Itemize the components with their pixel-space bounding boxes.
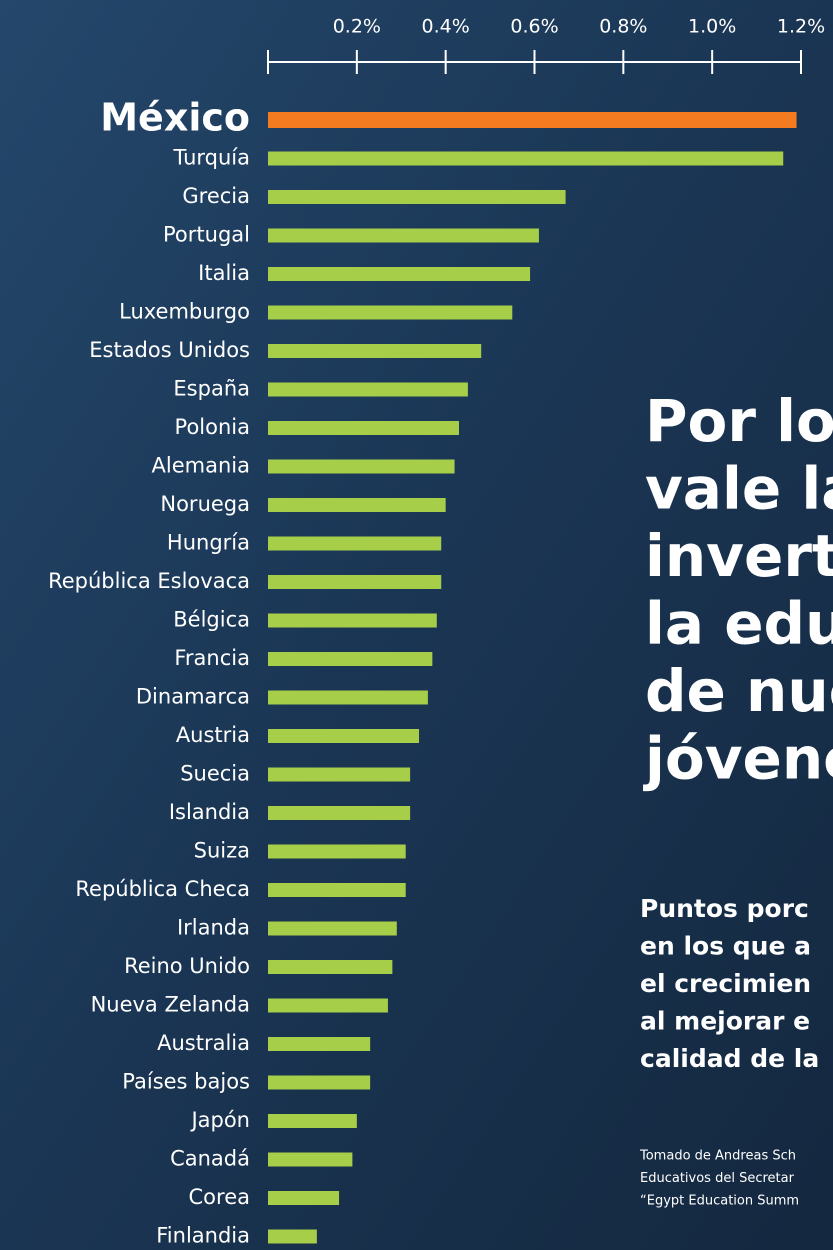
headline: de nue — [645, 657, 833, 725]
headline: inverti — [645, 522, 833, 590]
category-label: España — [173, 377, 250, 401]
x-tick-label: 0.6% — [510, 16, 558, 38]
subtitle: el crecimien — [640, 969, 811, 998]
category-label: Turquía — [172, 146, 250, 170]
bar — [268, 613, 437, 628]
category-label: Suecia — [180, 762, 250, 786]
category-label: Austria — [176, 723, 250, 747]
bar — [268, 998, 388, 1013]
category-label: Luxemburgo — [119, 300, 250, 324]
x-tick-label: 0.2% — [333, 16, 381, 38]
category-label: Italia — [198, 261, 250, 285]
headline: la educ — [645, 590, 833, 658]
category-label: Hungría — [167, 531, 250, 555]
source-note: Tomado de Andreas Sch — [639, 1149, 796, 1164]
bar — [268, 1075, 371, 1090]
category-label: Bélgica — [173, 608, 250, 632]
category-label: Suiza — [194, 839, 250, 863]
bar — [268, 112, 797, 128]
bar — [268, 806, 411, 820]
category-label: Corea — [189, 1185, 250, 1209]
bar — [268, 536, 442, 551]
bar — [268, 498, 446, 512]
category-label: Alemania — [152, 454, 250, 478]
category-label: Estados Unidos — [89, 338, 250, 362]
bar — [268, 382, 468, 397]
bar — [268, 305, 513, 320]
bar — [268, 729, 420, 743]
category-label: Grecia — [182, 184, 250, 208]
x-tick-label: 1.0% — [688, 16, 736, 38]
bar — [268, 575, 442, 589]
bar — [268, 1152, 353, 1167]
bar — [268, 1229, 317, 1244]
category-label: Noruega — [160, 492, 250, 516]
bar — [268, 267, 531, 281]
bar — [268, 883, 406, 897]
bar — [268, 459, 455, 474]
bar — [268, 1191, 340, 1205]
category-label: Reino Unido — [124, 954, 250, 978]
source-note: “Egypt Education Summ — [640, 1194, 799, 1209]
category-label: Dinamarca — [136, 685, 250, 709]
bar — [268, 190, 566, 204]
category-label: Finlandia — [156, 1224, 250, 1248]
category-label: Nueva Zelanda — [91, 993, 250, 1017]
category-label: México — [100, 96, 250, 140]
x-tick-label: 0.4% — [422, 16, 470, 38]
subtitle: Puntos porc — [640, 894, 809, 923]
source-note: Educativos del Secretar — [640, 1171, 795, 1186]
category-label: Islandia — [169, 800, 250, 824]
subtitle: en los que a — [640, 932, 811, 961]
category-label: República Eslovaca — [48, 569, 250, 593]
category-label: Portugal — [163, 223, 250, 247]
bar — [268, 228, 539, 243]
bar — [268, 960, 393, 974]
headline: Por lo q — [645, 387, 833, 455]
headline: vale la — [645, 455, 833, 523]
x-tick-label: 0.8% — [599, 16, 647, 38]
bar — [268, 344, 482, 358]
bar — [268, 421, 459, 435]
category-label: Australia — [157, 1031, 250, 1055]
subtitle: calidad de la — [640, 1044, 819, 1073]
category-label: Países bajos — [122, 1070, 250, 1094]
bar — [268, 1114, 357, 1128]
headline: jóvene — [643, 725, 833, 793]
bar — [268, 652, 433, 666]
category-label: Irlanda — [177, 916, 250, 940]
category-label: Polonia — [175, 415, 250, 439]
bar — [268, 921, 397, 936]
category-label: Canadá — [170, 1147, 250, 1171]
bar — [268, 1037, 371, 1051]
bar — [268, 151, 784, 166]
bar — [268, 844, 406, 859]
x-tick-label: 1.2% — [777, 16, 825, 38]
bar — [268, 690, 428, 705]
category-label: Japón — [189, 1108, 250, 1132]
category-label: República Checa — [75, 877, 250, 901]
bar — [268, 767, 411, 782]
subtitle: al mejorar e — [640, 1007, 810, 1036]
category-label: Francia — [174, 646, 250, 670]
